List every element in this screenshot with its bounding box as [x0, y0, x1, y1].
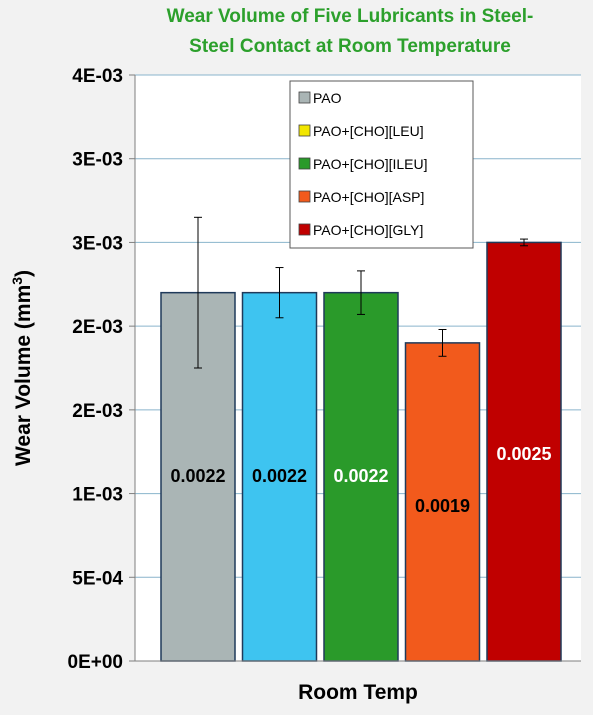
y-tick-labels: 0E+00 5E-04 1E-03 2E-03 2E-03 3E-03 3E-03 4E-03	[68, 66, 135, 673]
legend-entry: PAO+[CHO][ASP]	[313, 189, 424, 205]
bar-data-label: 0.0019	[415, 496, 470, 516]
bar-data-label: 0.0022	[333, 466, 388, 486]
y-tick-label: 2E-03	[72, 401, 123, 422]
y-tick-label: 3E-03	[72, 150, 123, 171]
legend-entry: PAO	[313, 90, 342, 106]
bar	[404, 342, 481, 662]
chart-title-line-1: Wear Volume of Five Lubricants in Steel-	[167, 6, 534, 27]
y-axis-label: Wear Volume (mm3)	[9, 270, 35, 466]
y-tick-label: 3E-03	[72, 233, 123, 254]
legend-swatch	[298, 124, 311, 137]
legend-entry: PAO+[CHO][ILEU]	[313, 156, 428, 172]
bar-data-label: 0.0025	[496, 444, 551, 464]
legend-entry: PAO+[CHO][LEU]	[313, 123, 424, 139]
bar-data-label: 0.0022	[170, 466, 225, 486]
legend: PAO PAO+[CHO][LEU] PAO+[CHO][ILEU] PAO+[CHO…	[289, 80, 474, 249]
legend-entry: PAO+[CHO][GLY]	[313, 222, 423, 238]
legend-swatch	[298, 157, 311, 170]
legend-swatch	[298, 91, 311, 104]
y-tick-label: 0E+00	[68, 652, 123, 673]
legend-swatch	[298, 223, 311, 236]
chart-title-line-2: Steel Contact at Room Temperature	[189, 36, 511, 57]
y-tick-label: 2E-03	[72, 317, 123, 338]
bar-data-label: 0.0022	[252, 466, 307, 486]
legend-box	[289, 80, 474, 249]
bar	[241, 291, 318, 662]
y-tick-label: 4E-03	[72, 66, 123, 87]
y-tick-label: 1E-03	[72, 485, 123, 506]
x-axis-label: Room Temp	[298, 681, 418, 704]
y-tick-label: 5E-04	[72, 568, 123, 589]
legend-swatch	[298, 190, 311, 203]
